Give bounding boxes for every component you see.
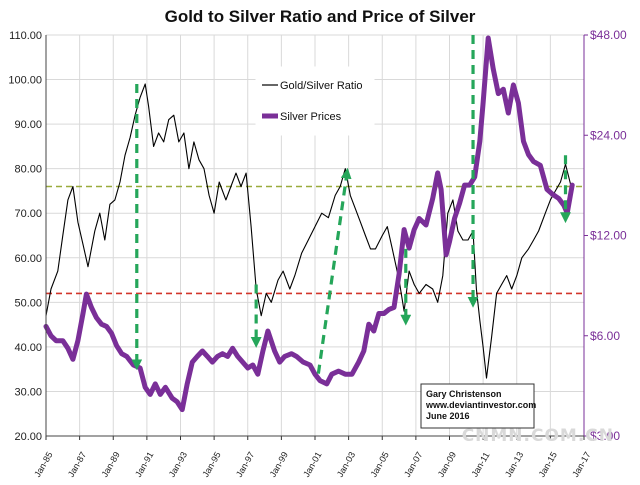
y-left-tick-label: 30.00 xyxy=(14,386,42,398)
y-left-tick-label: 110.00 xyxy=(9,30,42,42)
trend-arrow xyxy=(316,167,352,374)
legend: Gold/Silver Ratio Silver Prices xyxy=(255,66,375,136)
x-tick-label: Jan-95 xyxy=(200,450,222,479)
watermark-text: CNMN.COM.CN xyxy=(462,426,614,446)
y-left-tick-label: 100.00 xyxy=(8,75,42,87)
y-right-tick-label: $48.00 xyxy=(590,28,627,42)
x-tick-label: Jan-15 xyxy=(537,450,559,479)
x-tick-label: Jan-91 xyxy=(133,450,155,479)
annotation-line: Gary Christenson xyxy=(426,389,502,399)
x-tick-label: Jan-17 xyxy=(570,450,592,479)
annotation-line: www.deviantinvestor.com xyxy=(425,400,536,410)
series xyxy=(43,35,575,413)
x-tick-label: Jan-99 xyxy=(268,450,290,479)
ratio-series-line xyxy=(45,83,573,379)
annotation-frame xyxy=(420,383,535,429)
y-left-tick-label: 20.00 xyxy=(14,431,42,443)
x-tick-label: Jan-07 xyxy=(402,450,424,479)
legend-box xyxy=(255,66,375,136)
y-left-tick-label: 90.00 xyxy=(14,119,42,131)
grid xyxy=(45,34,585,437)
y-right-tick-label: $12.00 xyxy=(590,229,627,243)
y-left-tick-label: 60.00 xyxy=(14,253,42,265)
watermark: CNMN.COM.CN xyxy=(462,426,614,446)
arrows xyxy=(131,35,571,374)
x-tick-label: Jan-09 xyxy=(436,450,458,479)
y-left-tick-label: 80.00 xyxy=(14,164,42,176)
x-tick-label: Jan-11 xyxy=(469,450,491,478)
legend-label-silver: Silver Prices xyxy=(280,111,342,123)
y-right-tick-label: $6.00 xyxy=(590,329,620,343)
x-tick-label: Jan-97 xyxy=(234,450,256,479)
silver-series-line xyxy=(43,35,575,413)
y-right-tick-label: $3.00 xyxy=(590,429,620,443)
x-tick-label: Jan-03 xyxy=(335,450,357,479)
x-tick-label: Jan-13 xyxy=(503,450,525,479)
y-left-tick-label: 40.00 xyxy=(14,342,42,354)
x-tick-label: Jan-93 xyxy=(167,450,189,479)
y-left-tick-label: 70.00 xyxy=(14,208,42,220)
x-tick-label: Jan-01 xyxy=(301,450,323,479)
y-left-tick-label: 50.00 xyxy=(14,297,42,309)
chart-title: Gold to Silver Ratio and Price of Silver xyxy=(165,7,476,26)
annotation-box: Gary Christensonwww.deviantinvestor.comJ… xyxy=(420,383,536,429)
legend-label-ratio: Gold/Silver Ratio xyxy=(280,80,363,92)
annotation-line: June 2016 xyxy=(426,411,470,421)
x-tick-label: Jan-05 xyxy=(368,450,390,479)
x-tick-label: Jan-89 xyxy=(99,450,121,479)
x-tick-label: Jan-85 xyxy=(32,450,54,479)
x-tick-label: Jan-87 xyxy=(66,450,88,479)
y-right-tick-label: $24.00 xyxy=(590,128,627,142)
